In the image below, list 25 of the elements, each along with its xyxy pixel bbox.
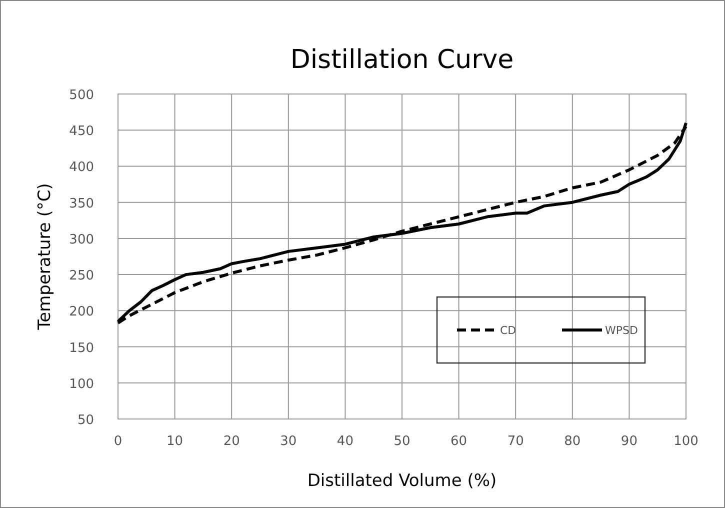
x-tick-label: 0	[114, 434, 122, 449]
chart-title: Distillation Curve	[290, 45, 514, 75]
x-axis-title: Distillated Volume (%)	[307, 471, 497, 491]
y-tick-label: 50	[77, 413, 94, 428]
x-tick-label: 90	[620, 434, 638, 449]
y-tick-label: 350	[69, 196, 94, 212]
x-tick-label: 40	[336, 434, 354, 449]
x-tick-label: 50	[394, 434, 410, 449]
x-tick-label: 80	[564, 434, 581, 449]
x-tick-label: 30	[280, 434, 297, 449]
x-tick-label: 100	[674, 434, 698, 449]
y-tick-label: 100	[69, 376, 94, 392]
y-tick-label: 250	[69, 268, 94, 284]
legend-label: CD	[500, 324, 516, 337]
x-tick-label: 60	[450, 434, 468, 449]
y-tick-label: 300	[69, 232, 94, 248]
y-axis-title: Temperature (°C)	[35, 183, 55, 331]
y-tick-label: 150	[69, 340, 94, 356]
y-tick-label: 200	[69, 304, 94, 320]
x-tick-label: 70	[507, 434, 524, 449]
y-tick-label: 450	[69, 124, 94, 140]
x-tick-label: 20	[223, 434, 240, 449]
x-tick-label: 10	[166, 434, 184, 449]
y-tick-label: 400	[69, 160, 94, 176]
y-tick-label: 500	[69, 88, 94, 103]
